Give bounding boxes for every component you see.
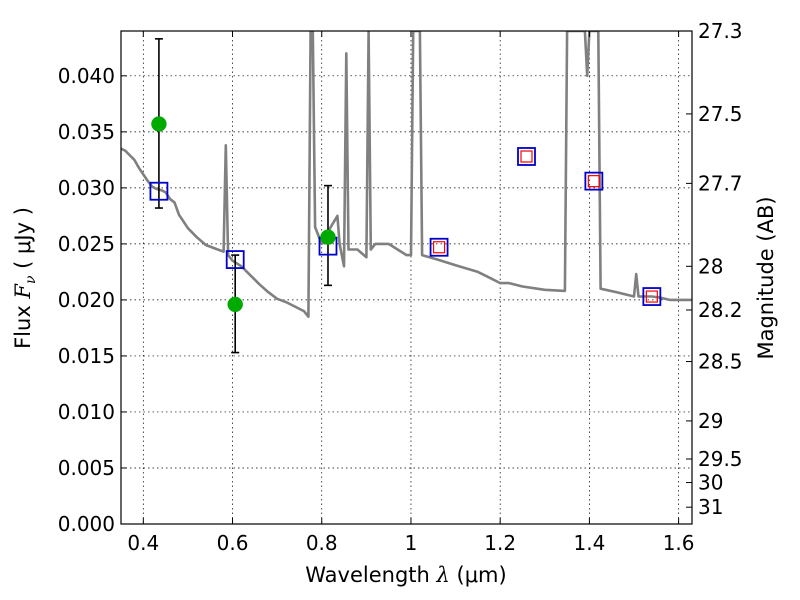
model-photometry-marker xyxy=(149,181,169,201)
model-photometry-marker xyxy=(642,287,662,306)
x-tick-label: 1.4 xyxy=(573,531,605,555)
x-tick-label: 1.2 xyxy=(484,531,516,555)
y2-tick-label: 28 xyxy=(698,254,723,278)
y2-tick-label: 28.2 xyxy=(698,298,743,322)
y2-tick-label: 30 xyxy=(698,471,723,495)
y2-tick-label: 31 xyxy=(698,495,723,519)
y2-tick-label: 29.5 xyxy=(698,447,743,471)
y-axis-label-prefix: Flux xyxy=(11,299,35,349)
model-photometry-inner-marker xyxy=(520,150,533,163)
model-photometry-inner-marker xyxy=(432,241,446,254)
grid-lines xyxy=(121,31,692,525)
model-photometry-marker xyxy=(225,250,245,269)
y-axis-subscript: ν xyxy=(23,275,39,284)
observed-photometry-point xyxy=(151,116,167,132)
y2-tick-label: 27.7 xyxy=(698,171,743,195)
y-axis-unit: ( μJy ) xyxy=(11,207,35,275)
x-axis-label-prefix: Wavelength xyxy=(305,563,436,587)
y-tick-label: 0.035 xyxy=(58,120,115,144)
axis-ticks: 0.4 0.6 0.8 1 1.2 1.4 1.6 0.000 0.005 0.010 0.015 0… xyxy=(58,19,743,555)
x-axis-unit: (μm) xyxy=(450,563,507,587)
y2-tick-label: 27.5 xyxy=(698,102,743,126)
x-axis-label: Wavelength λ (μm) xyxy=(305,563,506,587)
plot-area xyxy=(121,31,692,354)
y-tick-label: 0.020 xyxy=(58,288,115,312)
x-tick-label: 0.6 xyxy=(217,531,249,555)
y2-tick-label: 29 xyxy=(698,409,723,433)
y-axis-symbol: F xyxy=(11,283,35,300)
x-axis-symbol: λ xyxy=(436,563,450,587)
model-photometry-inner-marker xyxy=(587,175,600,188)
x-tick-label: 1 xyxy=(405,531,418,555)
x-tick-label: 1.6 xyxy=(663,531,695,555)
y-tick-label: 0.025 xyxy=(58,232,115,256)
model-photometry-marker xyxy=(584,171,604,191)
model-photometry-inner-marker xyxy=(645,290,658,303)
y-tick-label: 0.000 xyxy=(58,512,115,536)
y2-tick-label: 28.5 xyxy=(698,350,743,374)
model-photometry-marker xyxy=(517,147,536,166)
x-tick-label: 0.8 xyxy=(306,531,338,555)
y-axis-label: Flux Fν ( μJy ) xyxy=(11,207,39,349)
observed-photometry-point xyxy=(227,296,243,313)
y-tick-label: 0.010 xyxy=(58,400,115,424)
y-tick-label: 0.040 xyxy=(58,64,115,88)
model-photometry-marker xyxy=(429,237,449,257)
y2-tick-label: 27.3 xyxy=(698,19,743,43)
observed-photometry-point xyxy=(320,229,336,245)
x-tick-label: 0.4 xyxy=(127,531,159,555)
y-tick-label: 0.015 xyxy=(58,344,115,368)
y2-axis-label: Magnitude (AB) xyxy=(754,196,778,359)
y-tick-label: 0.030 xyxy=(58,176,115,200)
model-spectrum-line xyxy=(121,31,692,318)
plot-frame xyxy=(120,30,693,525)
y-tick-label: 0.005 xyxy=(58,456,115,480)
